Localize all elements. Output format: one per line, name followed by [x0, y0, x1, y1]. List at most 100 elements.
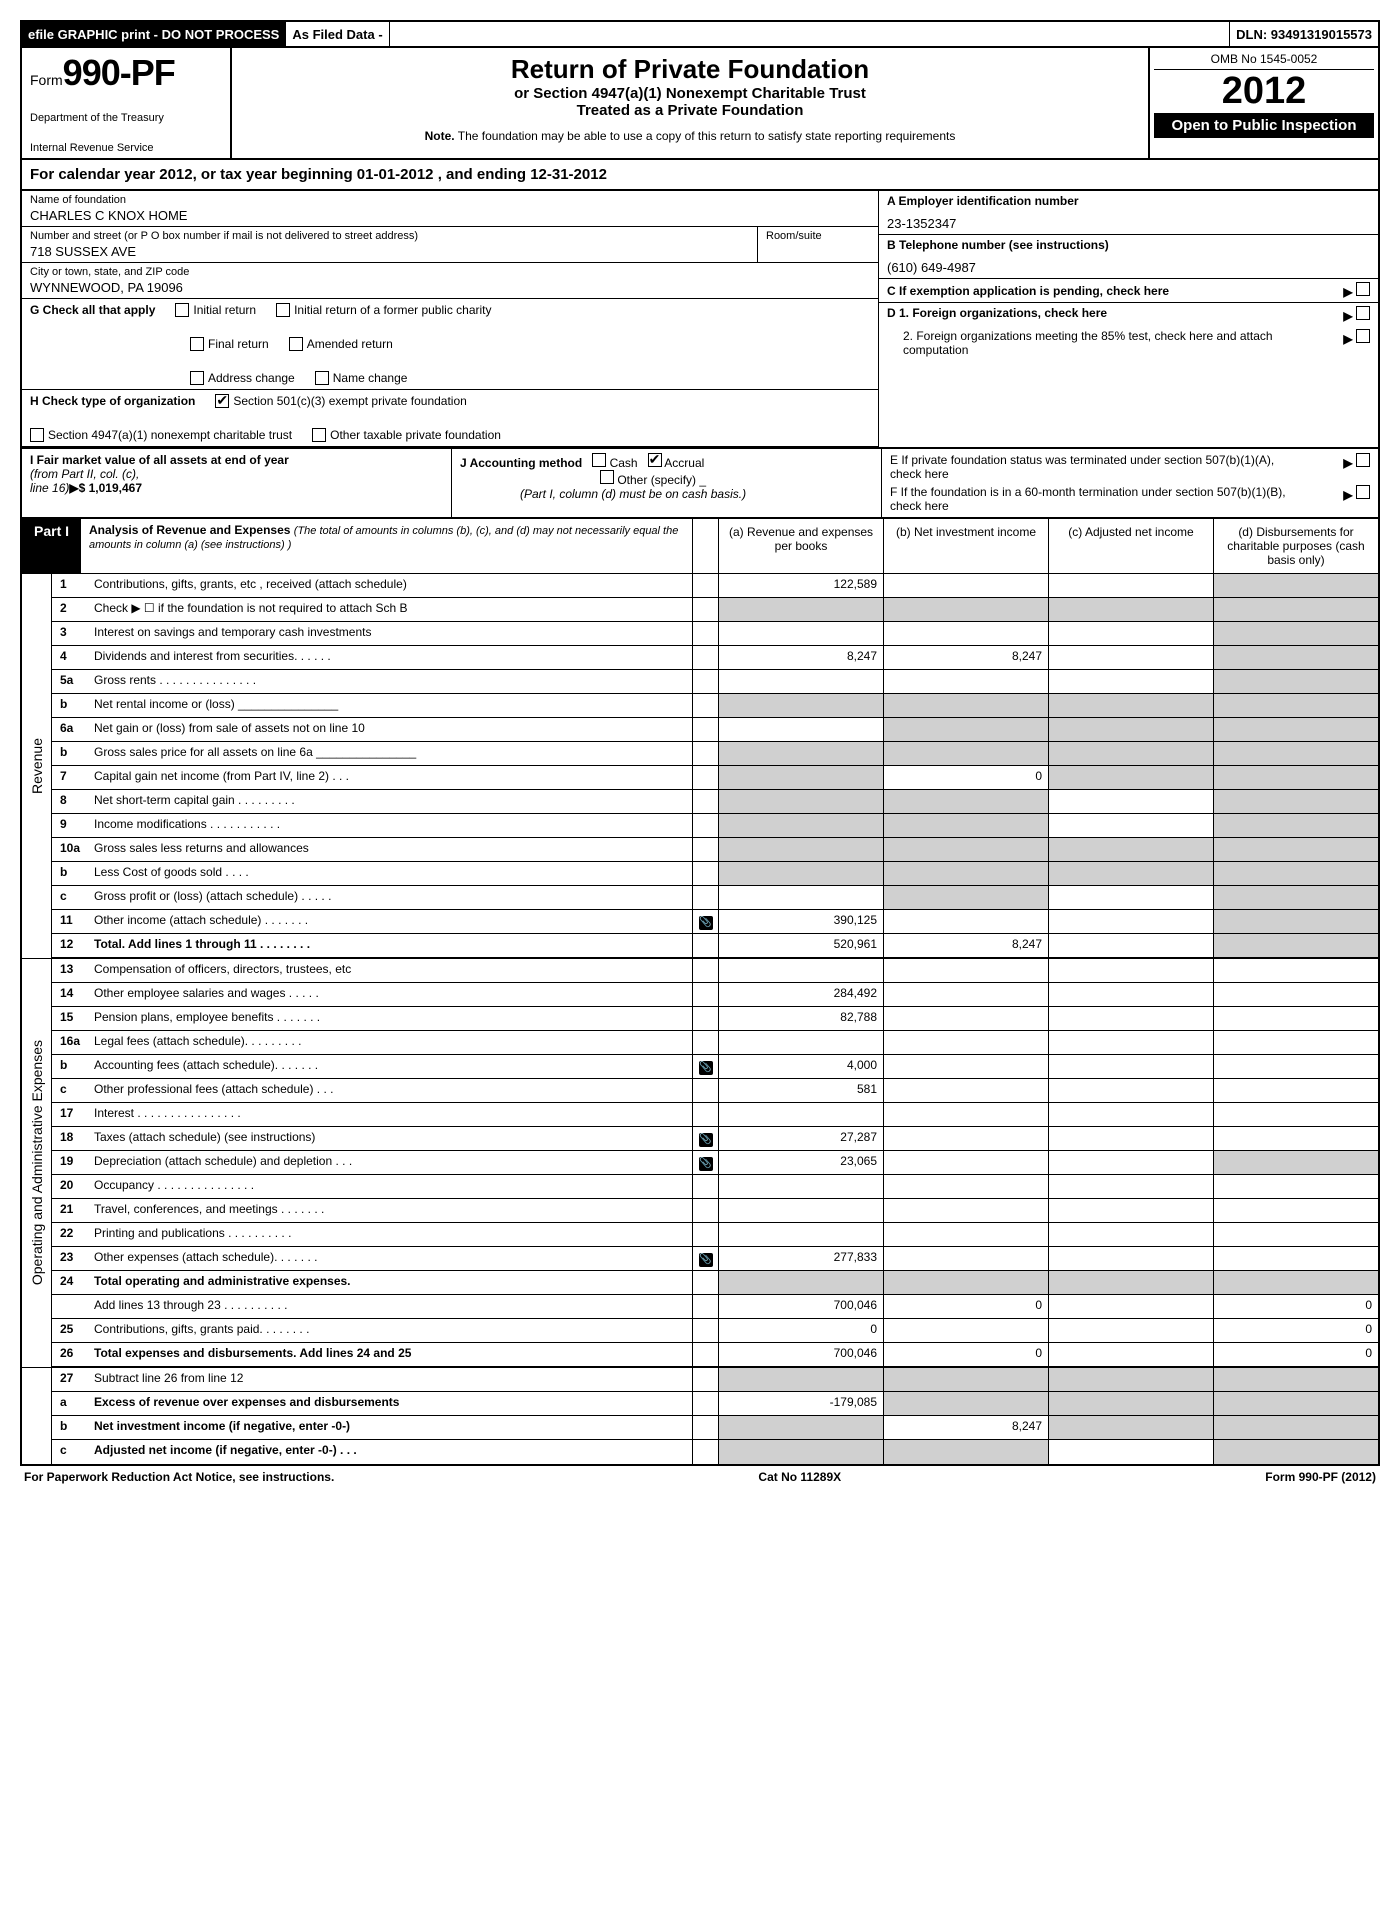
c-label: C If exemption application is pending, c…: [887, 284, 1169, 298]
line-row: 23Other expenses (attach schedule). . . …: [52, 1247, 1378, 1271]
line-row: 8Net short-term capital gain . . . . . .…: [52, 790, 1378, 814]
section-i: I Fair market value of all assets at end…: [22, 449, 452, 517]
attachment-icon[interactable]: 📎: [699, 1253, 713, 1267]
line-row: cAdjusted net income (if negative, enter…: [52, 1440, 1378, 1464]
cat-no: Cat No 11289X: [758, 1470, 841, 1484]
form-header: Form990-PF Department of the Treasury In…: [20, 48, 1380, 160]
ij-row: I Fair market value of all assets at end…: [20, 449, 1380, 519]
line-row: bNet investment income (if negative, ent…: [52, 1416, 1378, 1440]
d1-label: D 1. Foreign organizations, check here: [887, 306, 1107, 323]
line-row: aExcess of revenue over expenses and dis…: [52, 1392, 1378, 1416]
section-h: H Check type of organization Section 501…: [22, 390, 878, 447]
line-row: 19Depreciation (attach schedule) and dep…: [52, 1151, 1378, 1175]
section-g: G Check all that apply Initial return In…: [22, 299, 878, 390]
form-ref: Form 990-PF (2012): [1265, 1470, 1376, 1484]
line-row: 11Other income (attach schedule) . . . .…: [52, 910, 1378, 934]
calendar-year: For calendar year 2012, or tax year begi…: [20, 160, 1380, 191]
checkbox-501c3[interactable]: [215, 394, 229, 408]
checkbox-other-tax[interactable]: [312, 428, 326, 442]
line-row: 20Occupancy . . . . . . . . . . . . . . …: [52, 1175, 1378, 1199]
form-subtitle2: Treated as a Private Foundation: [244, 102, 1136, 119]
checkbox-accrual[interactable]: [648, 453, 662, 467]
form-subtitle1: or Section 4947(a)(1) Nonexempt Charitab…: [244, 85, 1136, 102]
line-row: bAccounting fees (attach schedule). . . …: [52, 1055, 1378, 1079]
line-row: 13Compensation of officers, directors, t…: [52, 959, 1378, 983]
attachment-icon[interactable]: 📎: [699, 1157, 713, 1171]
line-row: 17Interest . . . . . . . . . . . . . . .…: [52, 1103, 1378, 1127]
checkbox-amended[interactable]: [289, 337, 303, 351]
line-row: 25Contributions, gifts, grants paid. . .…: [52, 1319, 1378, 1343]
attachment-icon[interactable]: 📎: [699, 1061, 713, 1075]
col-b-head: (b) Net investment income: [883, 519, 1048, 573]
expenses-side-label: Operating and Administrative Expenses: [22, 959, 52, 1367]
line-row: 24Total operating and administrative exp…: [52, 1271, 1378, 1295]
attachment-icon[interactable]: 📎: [699, 916, 713, 930]
efile-notice: efile GRAPHIC print - DO NOT PROCESS: [22, 22, 286, 46]
line-row: Add lines 13 through 23 . . . . . . . . …: [52, 1295, 1378, 1319]
checkbox-c[interactable]: [1356, 282, 1370, 296]
form-number: Form990-PF: [30, 52, 222, 94]
checkbox-d1[interactable]: [1356, 306, 1370, 320]
ein-label: A Employer identification number: [887, 194, 1370, 208]
line-row: bLess Cost of goods sold . . . .: [52, 862, 1378, 886]
ein-value: 23-1352347: [887, 216, 1370, 231]
line-row: 14Other employee salaries and wages . . …: [52, 983, 1378, 1007]
tax-year: 2012: [1154, 70, 1374, 113]
city-label: City or town, state, and ZIP code: [30, 266, 870, 278]
checkbox-cash[interactable]: [592, 453, 606, 467]
fmv-value: $ 1,019,467: [79, 481, 142, 495]
line-row: 22Printing and publications . . . . . . …: [52, 1223, 1378, 1247]
line-row: 1Contributions, gifts, grants, etc , rec…: [52, 574, 1378, 598]
checkbox-final[interactable]: [190, 337, 204, 351]
checkbox-name[interactable]: [315, 371, 329, 385]
part1-header-row: Part I Analysis of Revenue and Expenses …: [22, 519, 1378, 574]
checkbox-initial-former[interactable]: [276, 303, 290, 317]
name-label: Name of foundation: [30, 194, 870, 206]
room-label: Room/suite: [758, 227, 878, 262]
street-address: 718 SUSSEX AVE: [30, 244, 749, 259]
paperwork-notice: For Paperwork Reduction Act Notice, see …: [24, 1470, 334, 1484]
checkbox-other-method[interactable]: [600, 470, 614, 484]
city-state-zip: WYNNEWOOD, PA 19096: [30, 280, 870, 295]
foundation-name: CHARLES C KNOX HOME: [30, 208, 870, 223]
section-d: D 1. Foreign organizations, check here▶ …: [879, 303, 1378, 360]
checkbox-initial[interactable]: [175, 303, 189, 317]
line-row: 27Subtract line 26 from line 12: [52, 1368, 1378, 1392]
revenue-side-label: Revenue: [22, 574, 52, 958]
checkbox-e[interactable]: [1356, 453, 1370, 467]
line-row: 5aGross rents . . . . . . . . . . . . . …: [52, 670, 1378, 694]
topbar-spacer: [390, 22, 1230, 46]
open-to-public: Open to Public Inspection: [1154, 113, 1374, 138]
e-label: E If private foundation status was termi…: [890, 453, 1290, 481]
line-row: 10aGross sales less returns and allowanc…: [52, 838, 1378, 862]
line-row: 15Pension plans, employee benefits . . .…: [52, 1007, 1378, 1031]
d2-label: 2. Foreign organizations meeting the 85%…: [903, 329, 1283, 357]
info-section: Name of foundation CHARLES C KNOX HOME N…: [20, 191, 1380, 449]
checkbox-d2[interactable]: [1356, 329, 1370, 343]
as-filed: As Filed Data -: [286, 22, 389, 46]
form-title: Return of Private Foundation: [244, 54, 1136, 85]
line-row: 18Taxes (attach schedule) (see instructi…: [52, 1127, 1378, 1151]
footer: For Paperwork Reduction Act Notice, see …: [20, 1470, 1380, 1484]
attachment-icon[interactable]: 📎: [699, 1133, 713, 1147]
section-j: J Accounting method Cash Accrual Other (…: [452, 449, 882, 517]
checkbox-4947[interactable]: [30, 428, 44, 442]
line-row: 6aNet gain or (loss) from sale of assets…: [52, 718, 1378, 742]
addr-label: Number and street (or P O box number if …: [30, 230, 749, 242]
form-prefix: Form: [30, 72, 63, 88]
col-d-head: (d) Disbursements for charitable purpose…: [1213, 519, 1378, 573]
line-row: 9Income modifications . . . . . . . . . …: [52, 814, 1378, 838]
h-label: H Check type of organization: [30, 394, 195, 408]
section-ef: E If private foundation status was termi…: [882, 449, 1378, 517]
checkbox-f[interactable]: [1356, 485, 1370, 499]
checkbox-address[interactable]: [190, 371, 204, 385]
line-row: 7Capital gain net income (from Part IV, …: [52, 766, 1378, 790]
line-row: 12Total. Add lines 1 through 11 . . . . …: [52, 934, 1378, 958]
line-row: 3Interest on savings and temporary cash …: [52, 622, 1378, 646]
dln: DLN: 93491319015573: [1230, 22, 1378, 46]
top-bar: efile GRAPHIC print - DO NOT PROCESS As …: [20, 20, 1380, 48]
dept-irs: Internal Revenue Service: [30, 142, 222, 154]
f-label: F If the foundation is in a 60-month ter…: [890, 485, 1290, 513]
dept-treasury: Department of the Treasury: [30, 112, 222, 124]
g-label: G Check all that apply: [30, 303, 155, 317]
